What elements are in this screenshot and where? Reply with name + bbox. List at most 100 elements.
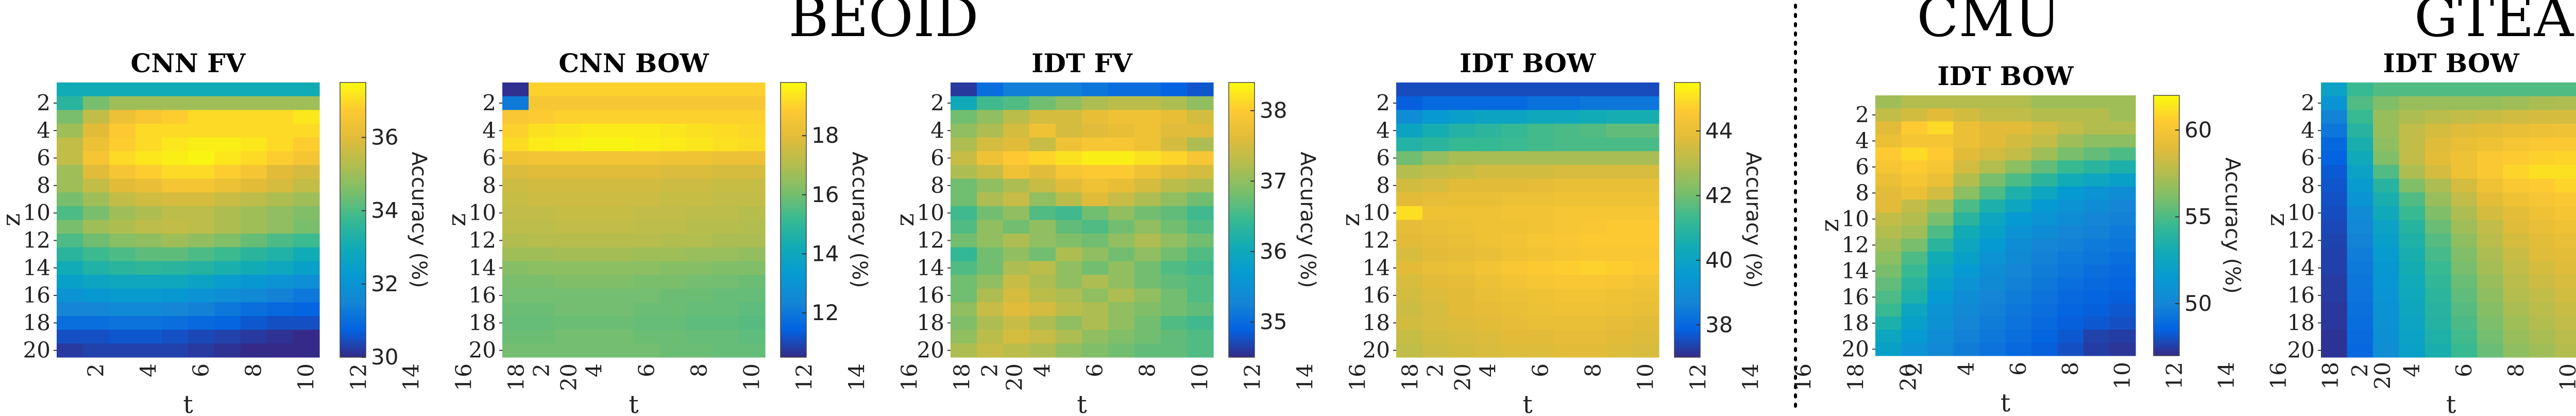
heatmap-cell (1082, 82, 1109, 97)
heatmap-cell (214, 82, 241, 97)
heatmap-cell (1108, 82, 1135, 97)
heatmap-cell (2373, 151, 2400, 165)
heatmap-cell (2503, 275, 2530, 289)
heatmap-cell (1475, 261, 1502, 275)
heatmap-cell (581, 261, 608, 275)
heatmap-cell (1449, 192, 1476, 207)
heatmap-cell (1003, 316, 1030, 330)
x-tick-label: 18 (1843, 363, 1869, 391)
heatmap-cell (502, 110, 529, 124)
heatmap-cell (267, 329, 294, 344)
heatmap-cell (555, 82, 582, 97)
heatmap-cells (502, 82, 766, 358)
heatmap-cell (1927, 225, 1954, 239)
heatmap-cell (2529, 151, 2556, 165)
heatmap-cell (660, 178, 687, 193)
heatmap-cell (135, 96, 162, 110)
colorbar-tick-label: 42 (1705, 182, 1733, 208)
heatmap-cell (2425, 329, 2452, 344)
heatmap-cell (1108, 275, 1135, 289)
heatmap-cell (2321, 220, 2348, 234)
heatmap-cell (2373, 206, 2400, 221)
heatmap-cell (1953, 342, 1980, 356)
heatmap-cell (634, 343, 660, 358)
heatmap-cell (1187, 302, 1214, 317)
heatmap-cell (1633, 261, 1659, 275)
heatmap-cell (555, 137, 582, 152)
heatmap-cell (1187, 316, 1214, 330)
heatmap-cell (2057, 121, 2084, 135)
heatmap-cell (2555, 137, 2576, 152)
y-tick-label: 2 (1376, 90, 1390, 115)
heatmap-cell (2321, 275, 2348, 289)
heatmap-cell (188, 164, 215, 179)
heatmap-cell (1633, 275, 1659, 289)
heatmap-cell (1875, 199, 1902, 213)
x-tick-label: 4 (582, 363, 607, 377)
heatmap-cell (555, 316, 582, 330)
heatmap-cell (1161, 302, 1188, 317)
heatmap-cell (634, 137, 660, 152)
heatmap-cell (1056, 178, 1082, 193)
heatmap-cell (1161, 137, 1188, 152)
heatmap-cell (607, 329, 634, 344)
heatmap-cell (2425, 137, 2452, 152)
heatmap-cell (1633, 247, 1659, 262)
heatmap-cell (1108, 96, 1135, 110)
heatmap-cell (2083, 160, 2110, 174)
colorbar-tick-label: 36 (371, 125, 398, 150)
colorbar-tick-label: 44 (1705, 118, 1733, 143)
heatmap-cell (502, 261, 529, 275)
heatmap-cell (1161, 275, 1188, 289)
heatmap-cell (951, 82, 977, 97)
heatmap-cell (607, 302, 634, 317)
heatmap-cell (2555, 192, 2576, 207)
x-tick-label: 8 (1135, 363, 1160, 377)
heatmap-cell (1580, 261, 1607, 275)
heatmap-cell (2451, 343, 2478, 358)
heatmap-cell (2083, 108, 2110, 122)
heatmap-cell (267, 316, 294, 330)
heatmap-cell (57, 82, 83, 97)
heatmap-cell (109, 137, 136, 152)
heatmap-cell (713, 234, 739, 248)
heatmap-cell (529, 234, 555, 248)
heatmap-cell (2321, 123, 2348, 138)
heatmap-cell (2005, 95, 2032, 109)
heatmap-cell (1875, 264, 1902, 278)
heatmap-cell (1161, 261, 1188, 275)
x-tick-label: 18 (1398, 363, 1423, 391)
heatmap-cell (2321, 178, 2348, 193)
heatmap-cell (1580, 302, 1607, 317)
heatmap-cell (660, 288, 687, 303)
heatmap-cell (109, 110, 136, 124)
heatmap-cell (634, 123, 660, 138)
heatmap-cell (1927, 199, 1954, 213)
heatmap-cell (502, 302, 529, 317)
heatmap-cell (1187, 192, 1214, 207)
heatmap-cell (739, 275, 766, 289)
y-tick-label: 16 (23, 282, 50, 308)
heatmap-cell (214, 206, 241, 221)
heatmap-cell (1606, 192, 1633, 207)
heatmap-cell (739, 316, 766, 330)
y-tick-label: 14 (917, 255, 944, 280)
heatmap-cell (977, 82, 1004, 97)
heatmap-cell (2555, 247, 2576, 262)
colorbar-bar (780, 82, 807, 358)
x-axis-label: t (183, 390, 193, 416)
heatmap-cell (1554, 329, 1581, 344)
heatmap-cell (1606, 151, 1633, 165)
heatmap-cell (2451, 82, 2478, 97)
heatmap-cell (1134, 164, 1161, 179)
heatmap-cell (1449, 178, 1476, 193)
heatmap-cell (2451, 164, 2478, 179)
heatmap-cell (1449, 151, 1476, 165)
heatmap-cell (1633, 82, 1659, 97)
heatmap-cell (2109, 317, 2136, 330)
heatmap-cell (1396, 302, 1423, 317)
heatmap-cell (1056, 316, 1082, 330)
heatmap-cell (1979, 95, 2006, 109)
heatmap-cell (135, 151, 162, 165)
